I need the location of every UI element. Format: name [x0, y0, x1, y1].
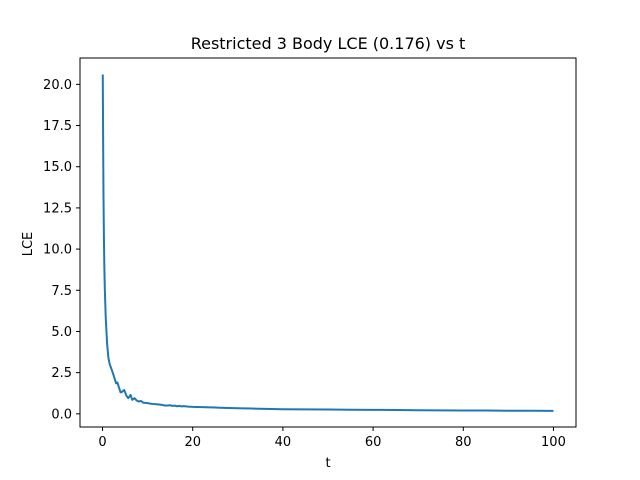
x-tick-label: 0: [98, 435, 106, 450]
x-tick-label: 100: [541, 435, 566, 450]
y-tick-label: 17.5: [43, 119, 72, 134]
y-tick-label: 15.0: [43, 160, 72, 175]
y-tick-label: 12.5: [43, 201, 72, 216]
y-tick-label: 10.0: [43, 243, 72, 258]
plot-area-frame: [79, 57, 577, 428]
x-tick-label: 60: [365, 435, 382, 450]
y-tick-label: 0.0: [51, 407, 72, 422]
y-tick-label: 5.0: [51, 325, 72, 340]
y-tick-label: 7.5: [51, 284, 72, 299]
x-tick-label: 40: [275, 435, 292, 450]
series-line: [101, 74, 554, 412]
x-tick-label: 80: [455, 435, 472, 450]
x-tick-label: 20: [184, 435, 201, 450]
x-axis-label: t: [325, 456, 330, 471]
y-axis-ticks: 0.0 2.5 5.0 7.5 10.0 12.5 15.0 17.5 20.0: [43, 78, 80, 422]
y-tick-label: 2.5: [51, 366, 72, 381]
x-axis-ticks: 0 20 40 60 80 100: [98, 427, 566, 450]
y-axis-label: LCE: [21, 232, 36, 257]
series-layer: [101, 74, 554, 412]
chart-title: Restricted 3 Body LCE (0.176) vs t: [191, 34, 466, 53]
y-tick-label: 20.0: [43, 78, 72, 93]
